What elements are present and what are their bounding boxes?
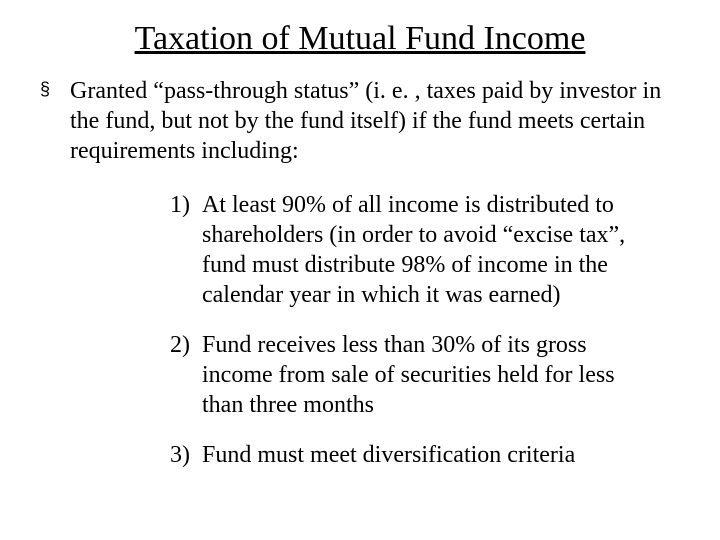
list-number: 2) [170, 330, 202, 360]
list-text: Fund receives less than 30% of its gross… [202, 330, 640, 420]
list-number: 3) [170, 440, 202, 470]
slide: Taxation of Mutual Fund Income § Granted… [0, 0, 720, 540]
list-number: 1) [170, 190, 202, 220]
list-text: Fund must meet diversification criteria [202, 440, 575, 470]
list-text: At least 90% of all income is distribute… [202, 190, 640, 310]
numbered-list: 1) At least 90% of all income is distrib… [170, 190, 640, 470]
bullet-marker: § [40, 76, 70, 102]
list-item: 3) Fund must meet diversification criter… [170, 440, 640, 470]
main-bullet: § Granted “pass-through status” (i. e. ,… [40, 76, 680, 166]
list-item: 2) Fund receives less than 30% of its gr… [170, 330, 640, 420]
bullet-text: Granted “pass-through status” (i. e. , t… [70, 76, 680, 166]
page-title: Taxation of Mutual Fund Income [40, 20, 680, 58]
list-item: 1) At least 90% of all income is distrib… [170, 190, 640, 310]
